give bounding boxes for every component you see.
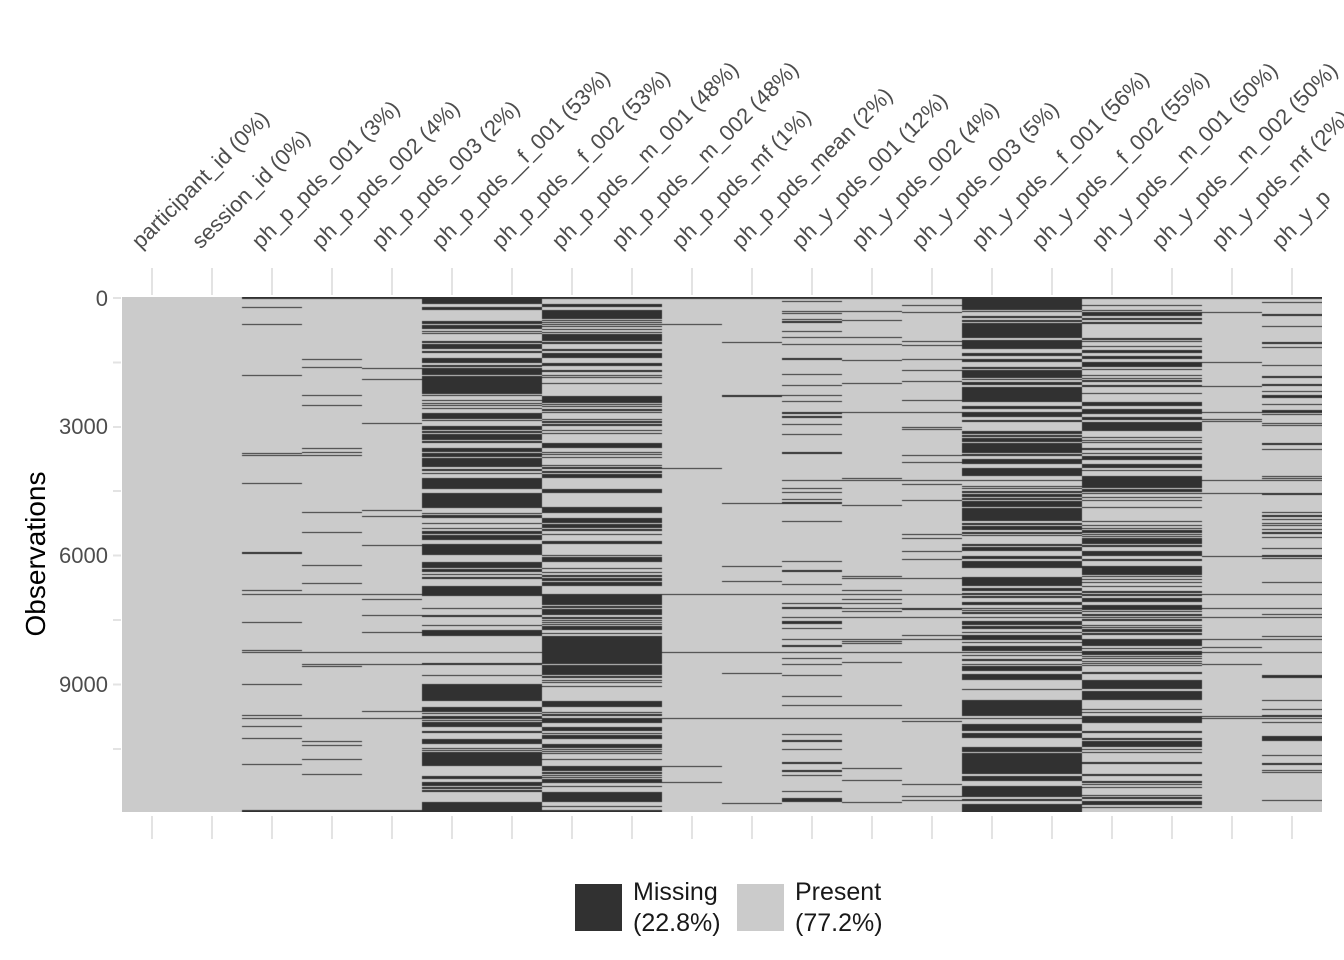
legend-present-title: Present: [795, 878, 882, 906]
y-tick-label-9000: 9000: [59, 672, 108, 697]
legend-missing-pct: (22.8%): [633, 909, 721, 937]
plot-area: [122, 297, 1322, 812]
legend-present-pct: (77.2%): [795, 909, 883, 937]
y-tick-label-3000: 3000: [59, 414, 108, 439]
x-axis-ticks-bottom: [122, 816, 1322, 839]
legend-label-present: Present (77.2%): [795, 877, 883, 939]
legend-label-missing: Missing (22.8%): [633, 877, 721, 939]
legend-key-present-swatch: [737, 884, 784, 931]
y-axis-ticks: [113, 297, 121, 752]
missingness-matrix: [122, 297, 1322, 812]
y-tick-label-6000: 6000: [59, 543, 108, 568]
x-axis-ticks-top: [122, 268, 1322, 295]
legend-key-missing-swatch: [575, 884, 622, 931]
y-tick-label-0: 0: [95, 286, 108, 311]
legend-missing-title: Missing: [633, 878, 718, 906]
